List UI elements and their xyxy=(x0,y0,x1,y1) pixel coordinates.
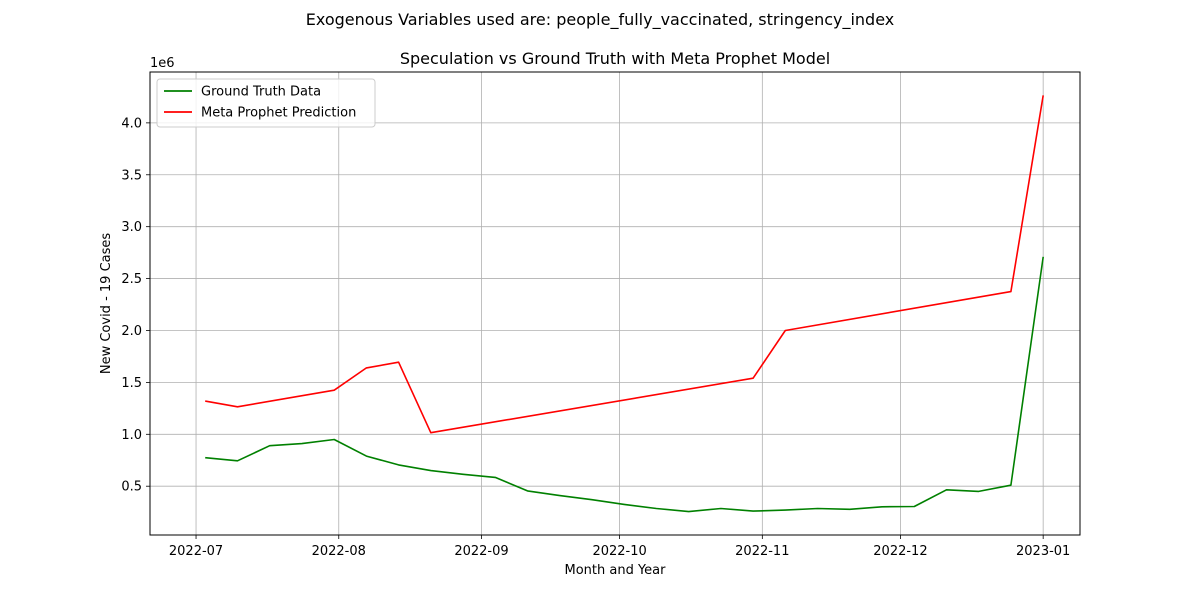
x-tick-label: 2022-08 xyxy=(312,544,366,559)
y-tick-label: 3.0 xyxy=(121,220,142,235)
x-tick-label: 2022-12 xyxy=(873,544,927,559)
y-tick-label: 2.5 xyxy=(121,272,142,287)
y-tick-label: 2.0 xyxy=(121,324,142,339)
y-tick-label: 0.5 xyxy=(121,480,142,495)
figure-suptitle: Exogenous Variables used are: people_ful… xyxy=(305,10,895,29)
y-tick-label: 4.0 xyxy=(121,116,142,131)
y-axis-label: New Covid - 19 Cases xyxy=(99,233,114,375)
series-lines xyxy=(205,95,1044,513)
legend-box xyxy=(156,78,376,128)
x-tick-label: 2022-10 xyxy=(592,544,646,559)
y-tick-label: 1.0 xyxy=(121,428,142,443)
legend: Ground Truth Data Meta Prophet Prediction xyxy=(156,78,376,128)
legend-label: Ground Truth Data xyxy=(201,85,321,100)
x-tick-label: 2022-07 xyxy=(169,544,223,559)
y-offset-label: 1e6 xyxy=(150,56,175,71)
grid xyxy=(150,72,1080,535)
series-line-2 xyxy=(205,95,1044,434)
y-tick-label: 1.5 xyxy=(121,376,142,391)
legend-label: Meta Prophet Prediction xyxy=(201,106,356,121)
series-line-1 xyxy=(205,256,1044,513)
y-tick-label: 3.5 xyxy=(121,168,142,183)
x-tick-label: 2022-11 xyxy=(735,544,789,559)
chart-title: Speculation vs Ground Truth with Meta Pr… xyxy=(400,49,830,68)
x-axis: 2022-07 2022-08 2022-09 2022-10 2022-11 2022-… xyxy=(169,535,1070,559)
x-tick-label: 2022-09 xyxy=(454,544,508,559)
plot-frame xyxy=(149,71,1081,536)
x-tick-label: 2023-01 xyxy=(1016,544,1070,559)
x-axis-label: Month and Year xyxy=(565,563,667,578)
y-axis: 0.5 1.0 1.5 2.0 2.5 3.0 3.5 4.0 xyxy=(121,116,150,495)
